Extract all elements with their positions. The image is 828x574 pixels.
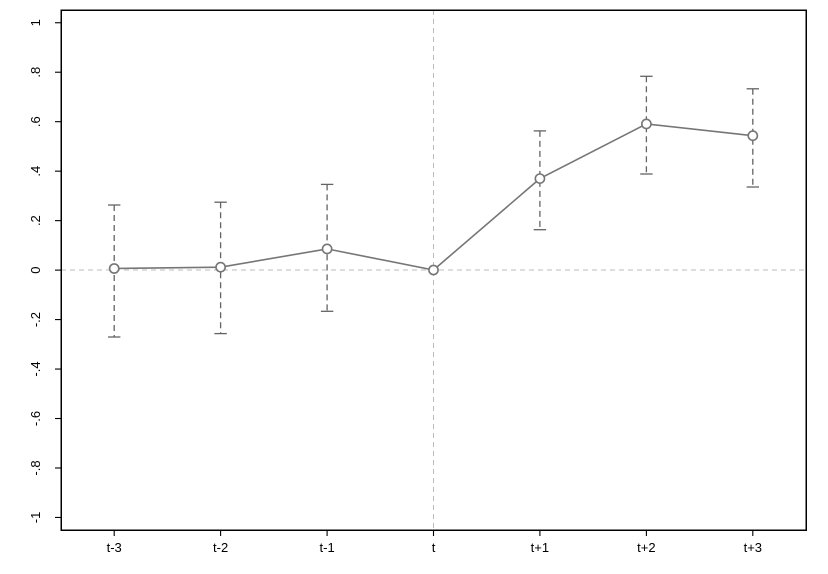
svg-text:0: 0: [28, 266, 43, 273]
svg-text:t-2: t-2: [213, 540, 228, 555]
svg-text:.6: .6: [28, 116, 43, 127]
svg-text:-.6: -.6: [28, 411, 43, 426]
svg-text:t-1: t-1: [320, 540, 335, 555]
svg-text:-.2: -.2: [28, 312, 43, 327]
svg-text:1: 1: [28, 19, 43, 26]
svg-text:t+3: t+3: [744, 540, 762, 555]
svg-text:-.8: -.8: [28, 460, 43, 475]
svg-text:.2: .2: [28, 215, 43, 226]
svg-text:t+2: t+2: [637, 540, 655, 555]
svg-text:-1: -1: [28, 512, 43, 524]
svg-text:t-3: t-3: [107, 540, 122, 555]
svg-text:t: t: [432, 540, 436, 555]
svg-text:.8: .8: [28, 67, 43, 78]
svg-text:.4: .4: [28, 166, 43, 177]
svg-text:-.4: -.4: [28, 361, 43, 376]
svg-text:t+1: t+1: [531, 540, 549, 555]
